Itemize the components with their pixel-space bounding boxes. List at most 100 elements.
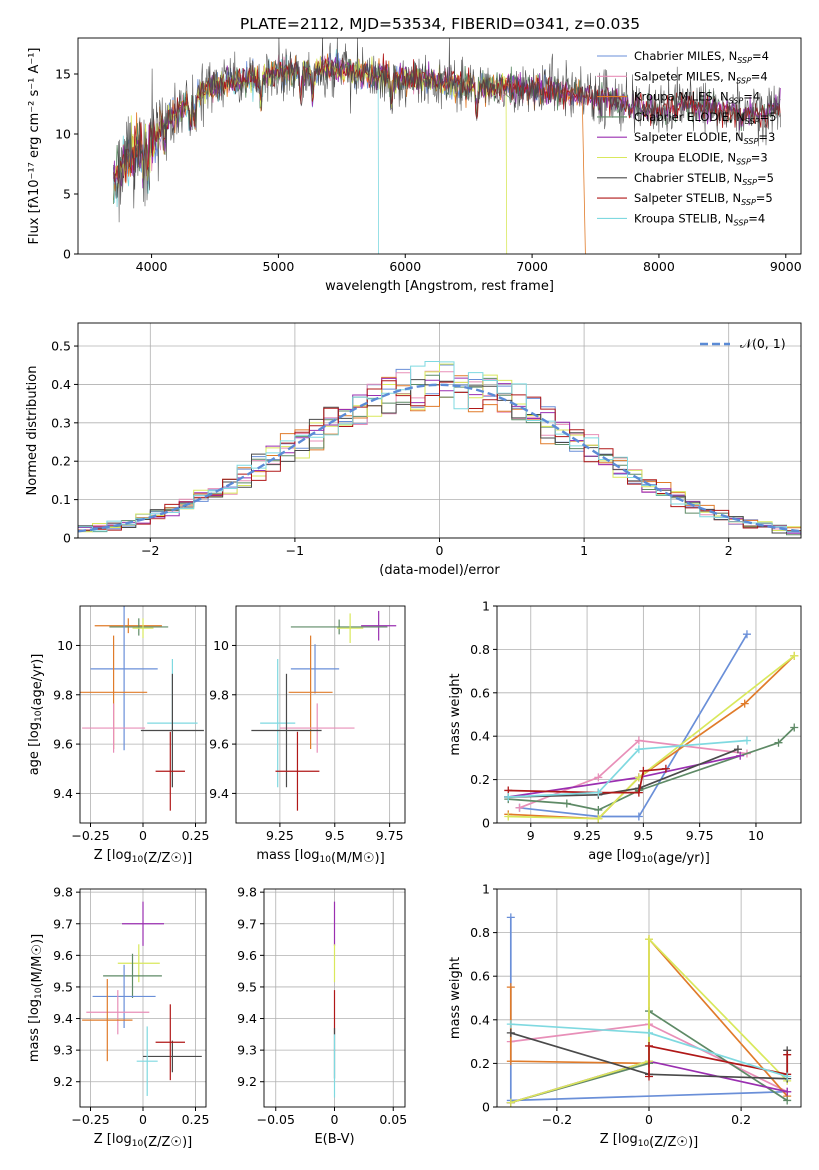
residuals-xtick-label: 0 <box>436 543 444 558</box>
age_vs_Z-ytick-label: 10 <box>57 638 73 653</box>
weight-series-chabrier-elodie <box>508 726 795 811</box>
mass_vs_Z-xlabel: Z [log10(Z/Z☉)] <box>94 1132 192 1150</box>
weight-point-marker <box>506 1098 515 1107</box>
age_vs_mass-plot-area <box>236 606 405 823</box>
weight-series-kroupa-elodie <box>508 655 795 820</box>
age_vs_Z-ytick-label: 9.4 <box>53 786 73 801</box>
weight_vs_Z-xtick-label: 0.2 <box>731 1112 751 1127</box>
weight_vs_Z-ylabel: mass weight <box>448 957 463 1039</box>
spectrum-xtick-label: 9000 <box>770 259 802 274</box>
weight-point-marker <box>506 1057 515 1066</box>
weight_vs_Z-ytick-label: 0 <box>482 1100 490 1115</box>
residuals-ytick-label: 0.1 <box>51 492 71 507</box>
mass_vs_ebv-ytick-label: 9.4 <box>237 1011 257 1026</box>
mass_vs_Z-xtick-label: −0.25 <box>71 1112 109 1127</box>
histogram-series <box>78 361 801 532</box>
weight-point-marker <box>783 1087 792 1096</box>
weight_vs_age-ytick-label: 0.6 <box>470 685 490 700</box>
spectrum-frame <box>77 37 802 255</box>
age_vs_Z-plot-area <box>80 606 206 823</box>
weight-point-marker <box>506 913 515 922</box>
age_vs_mass-ytick-label: 10 <box>213 638 229 653</box>
mass_vs_Z-ytick-label: 9.6 <box>53 948 73 963</box>
legend-entry: Kroupa MILES, NSSP=4 <box>634 90 760 106</box>
weight-point-marker <box>783 1072 792 1081</box>
weight_vs_Z-ytick-label: 0.8 <box>470 925 490 940</box>
weight-point-marker <box>733 745 742 754</box>
legend-entry: Chabrier ELODIE, NSSP=5 <box>634 110 776 126</box>
age_vs_mass-frame <box>235 605 406 824</box>
weight_vs_age-background <box>497 606 801 823</box>
legend-entry: Kroupa STELIB, NSSP=4 <box>634 211 765 227</box>
panel-residuals: −2 −1 0 1 2 0 0.1 0.2 0.3 0.4 0.5 (data-model)/erro… <box>25 322 802 578</box>
age_vs_mass-ytick-label: 9.8 <box>209 687 229 702</box>
residuals-ytick-label: 0.5 <box>51 339 71 354</box>
weight-point-marker <box>645 1041 653 1050</box>
residuals-ytick-label: 0.3 <box>51 415 71 430</box>
weight-series-salpeter-stelib <box>648 1044 789 1077</box>
mass_vs_Z-xtick-label: 0.25 <box>182 1112 210 1127</box>
legend-entry: Salpeter ELODIE, NSSP=3 <box>634 130 775 146</box>
histogram-series <box>78 380 801 531</box>
weight_vs_age-xtick-label: 9.5 <box>633 828 653 843</box>
weight-point-marker <box>645 1028 653 1037</box>
weight-point-marker <box>594 788 603 797</box>
weight-point-marker <box>594 814 603 823</box>
age_vs_mass-xtick-label: 9.25 <box>266 828 294 843</box>
legend-entry: Chabrier MILES, NSSP=4 <box>634 49 769 65</box>
spectrum-xtick-label: 6000 <box>389 259 421 274</box>
age_vs_Z-xtick-label: 0 <box>139 828 147 843</box>
weight-series-chabrier-stelib <box>508 748 739 798</box>
weight-point-marker <box>506 983 515 992</box>
weight-point-marker <box>645 935 653 944</box>
spectrum-ylabel: Flux [fλ10⁻¹⁷ erg cm⁻² s⁻¹ A⁻¹] <box>27 48 42 245</box>
weight_vs_age-ytick-label: 0.8 <box>470 642 490 657</box>
weight-point-marker <box>774 738 783 747</box>
weight-point-marker <box>504 792 513 801</box>
figure-title: PLATE=2112, MJD=53534, FIBERID=0341, z=0… <box>240 15 640 33</box>
weight_vs_Z-ytick-label: 0.2 <box>470 1056 490 1071</box>
residuals-plot-area <box>78 323 801 538</box>
age_vs_mass-xlabel: mass [log10(M/M☉)] <box>256 848 384 866</box>
age_vs_Z-xtick-label: 0.25 <box>182 828 210 843</box>
weight-point-marker <box>783 1050 792 1059</box>
spectrum-ytick-label: 10 <box>55 127 71 142</box>
age_vs_mass-ytick-label: 9.6 <box>209 737 229 752</box>
weight-point-marker <box>634 812 643 821</box>
mass_vs_Z-ytick-label: 9.7 <box>53 916 73 931</box>
age_vs_mass-xtick-label: 9.75 <box>376 828 404 843</box>
spectrum-xtick-label: 7000 <box>516 259 548 274</box>
weight_vs_Z-ytick-label: 0.6 <box>470 969 490 984</box>
mass_vs_ebv-xtick-label: −0.05 <box>257 1112 295 1127</box>
weight_vs_age-xlabel: age [log10(age/yr)] <box>588 848 710 866</box>
weight-point-marker <box>742 630 751 639</box>
spectrum-plot-area <box>113 38 781 254</box>
weight_vs_age-ylabel: mass weight <box>448 673 463 755</box>
weight-point-marker <box>634 745 643 754</box>
histogram-series <box>78 375 801 529</box>
weight-point-marker <box>645 1072 653 1081</box>
mass_vs_ebv-ytick-label: 9.8 <box>237 885 257 900</box>
weight-point-marker <box>783 1096 792 1105</box>
mass_vs_Z-ytick-label: 9.3 <box>53 1043 73 1058</box>
weight_vs_age-xtick-label: 9 <box>527 828 535 843</box>
spectrum-xtick-label: 4000 <box>136 259 168 274</box>
weight-point-marker <box>562 799 571 808</box>
weight_vs_age-ytick-label: 0.2 <box>470 772 490 787</box>
spectrum-legend: Chabrier MILES, NSSP=4 Salpeter MILES, NS… <box>597 49 776 227</box>
weight_vs_Z-ytick-label: 0.4 <box>470 1012 490 1027</box>
mass_vs_Z-ytick-label: 9.8 <box>53 885 73 900</box>
panel-mass_vs_ebv: −0.05 0 0.05 9.2 9.3 9.4 9.5 9.6 9.7 9.8 E(B-V) <box>237 885 407 1147</box>
residuals-ylabel: Normed distribution <box>25 366 40 496</box>
weight-point-marker <box>790 651 799 660</box>
panel-weight_vs_age: 9 9.25 9.5 9.75 10 0 0.2 0.4 0.6 0.8 1 age [log10(a… <box>448 599 802 866</box>
age_vs_Z-ytick-label: 9.6 <box>53 737 73 752</box>
mass_vs_ebv-ytick-label: 9.3 <box>237 1043 257 1058</box>
residuals-xlabel: (data-model)/error <box>379 563 500 578</box>
weight_vs_Z-ytick-label: 1 <box>482 882 490 897</box>
weight-point-marker <box>515 803 524 812</box>
mass_vs_ebv-ytick-label: 9.6 <box>237 948 257 963</box>
age_vs_Z-xlabel: Z [log10(Z/Z☉)] <box>94 848 192 866</box>
weight_vs_age-plot-area <box>497 606 801 823</box>
weight-point-marker <box>661 764 670 773</box>
